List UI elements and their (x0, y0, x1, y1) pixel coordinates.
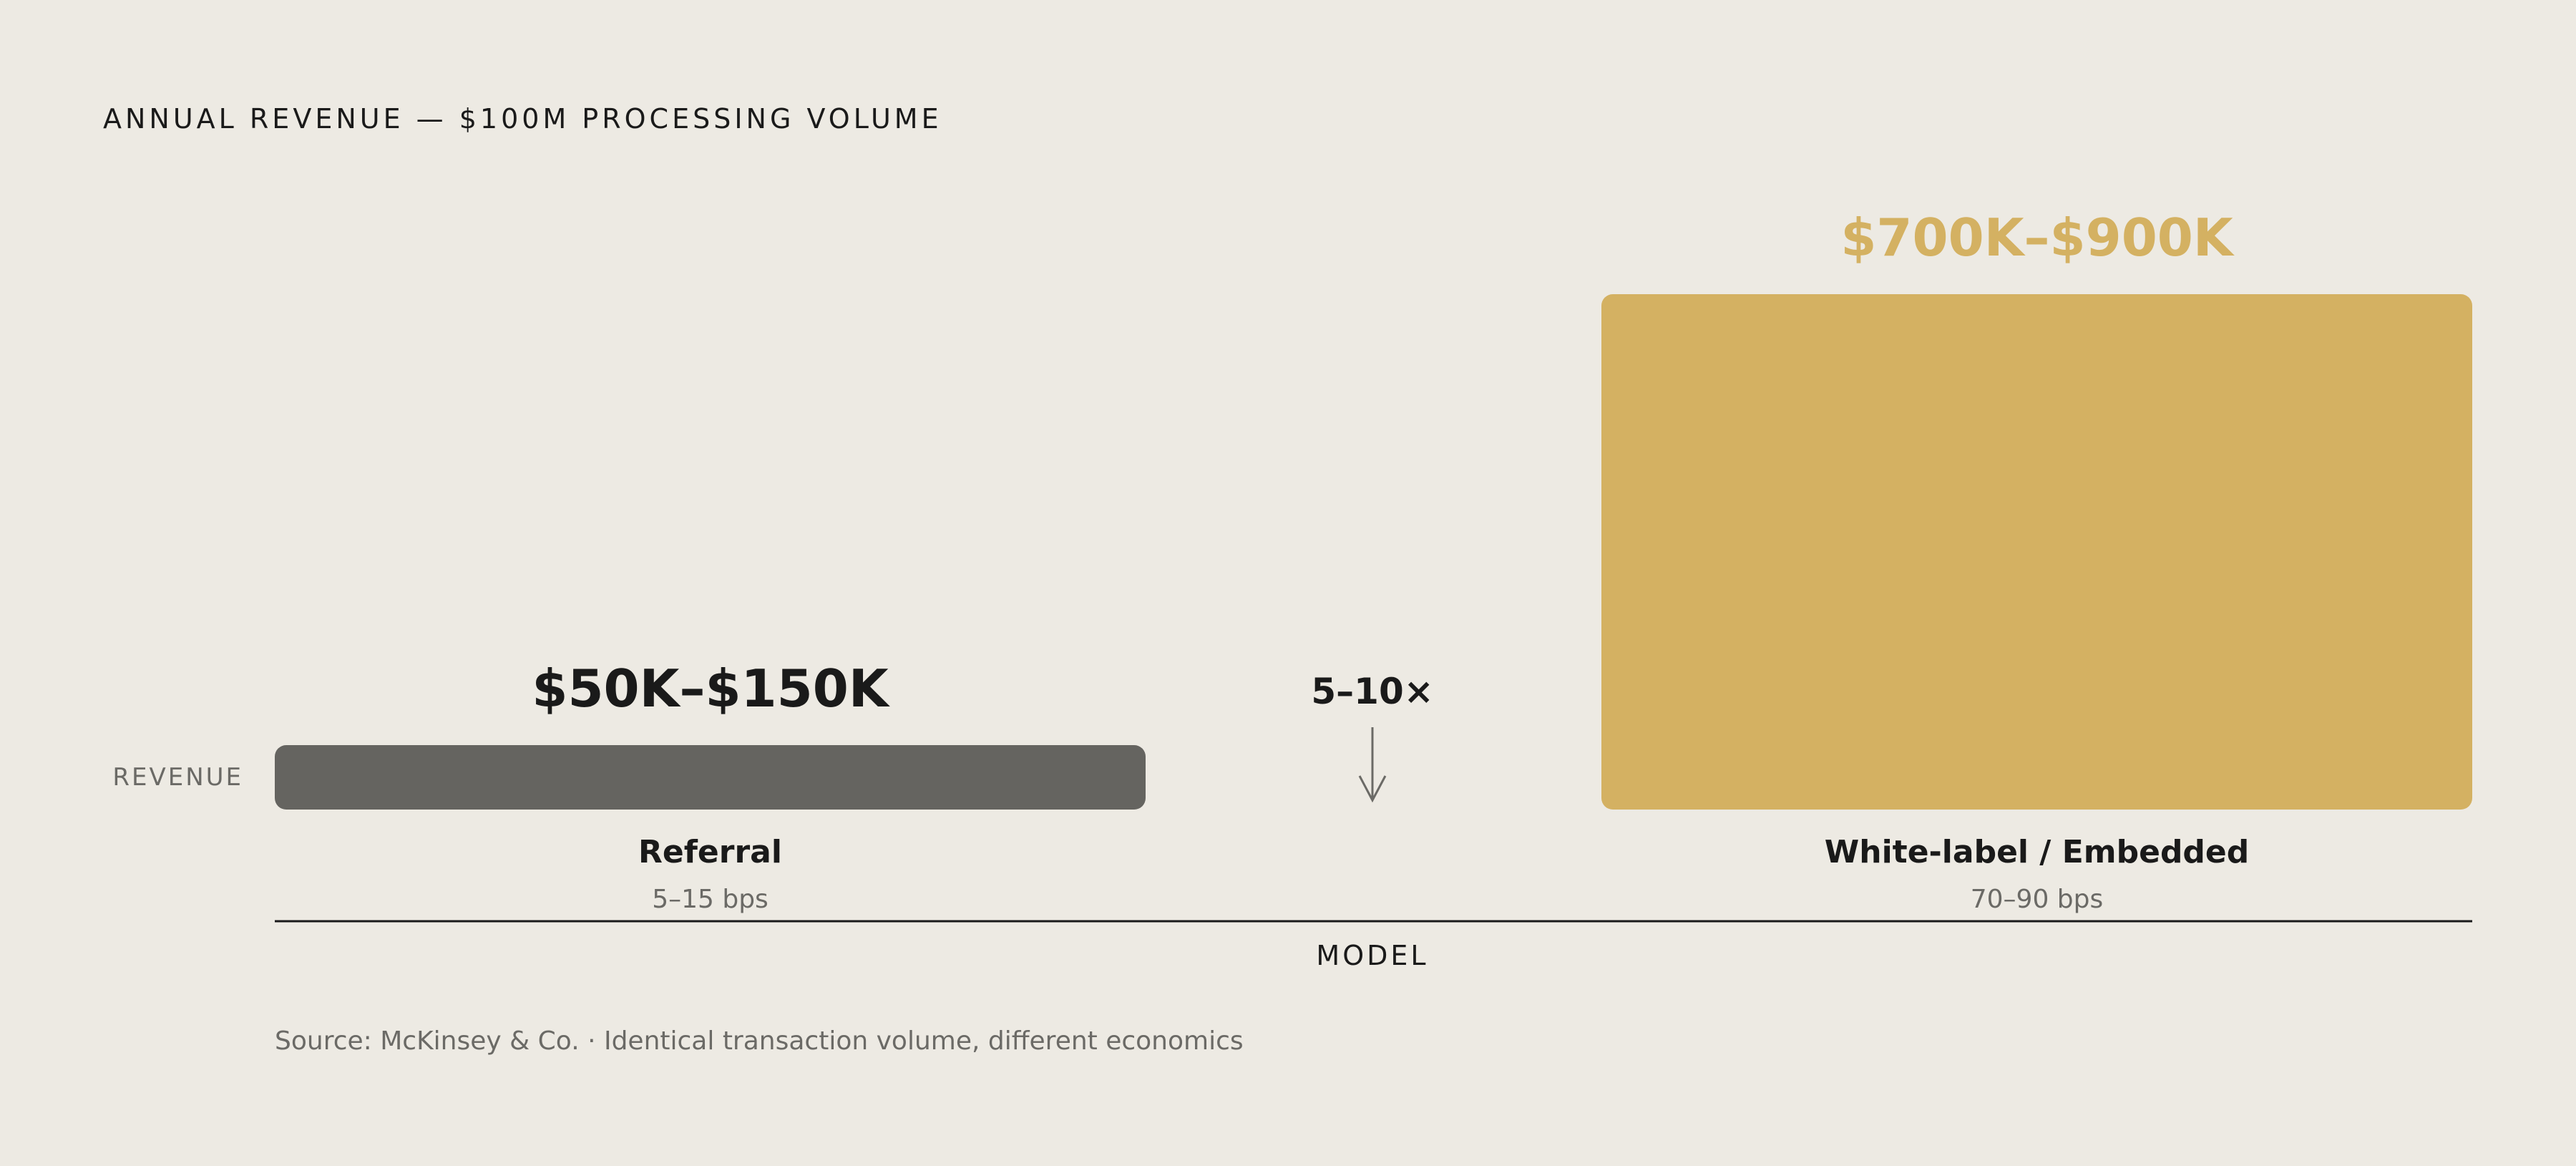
multiplier-label: 5–10× (1311, 671, 1433, 712)
category-label-2: White-label / Embedded (1825, 834, 2250, 870)
chart-title: ANNUAL REVENUE — $100M PROCESSING VOLUME (103, 103, 942, 135)
bar-2 (1601, 294, 2472, 810)
category-sublabel-2: 70–90 bps (1971, 885, 2104, 914)
value-label-2: $700K–$900K (1840, 208, 2235, 268)
value-label-1: $50K–$150K (532, 659, 889, 719)
source-note: Source: McKinsey & Co. · Identical trans… (275, 1026, 1244, 1056)
category-label-1: Referral (638, 834, 782, 870)
y-axis-label: REVENUE (112, 763, 243, 792)
x-axis-label: MODEL (1316, 940, 1429, 971)
arrow-down-icon (1358, 775, 1387, 803)
category-sublabel-1: 5–15 bps (652, 885, 769, 914)
bar-1 (275, 745, 1146, 810)
